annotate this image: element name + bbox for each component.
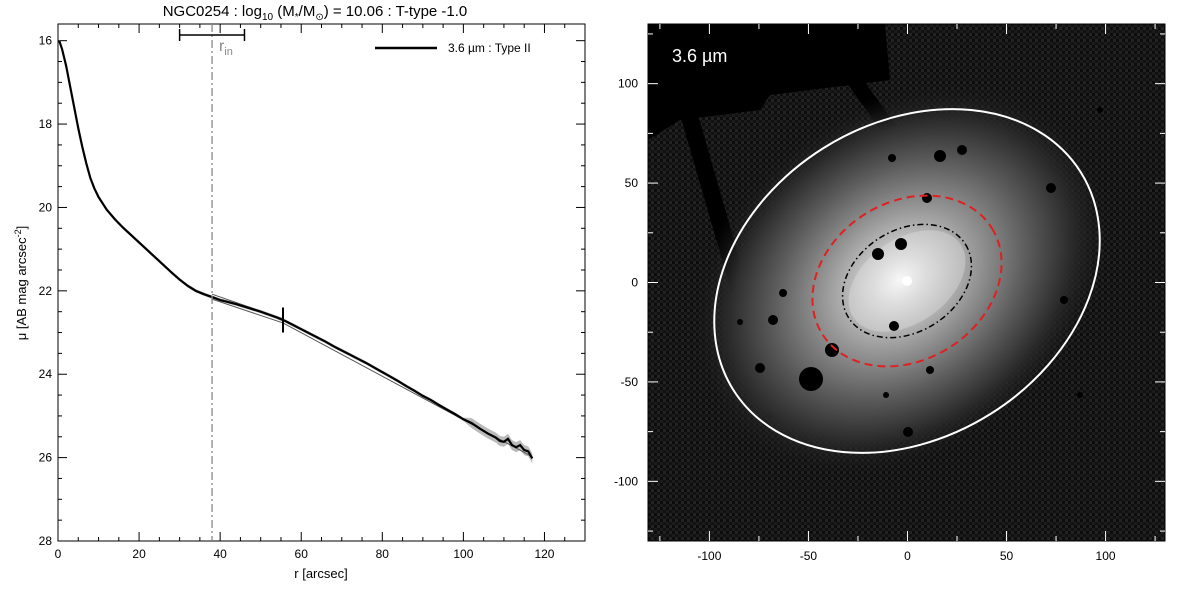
image-x-axis: -100 -50 0 50 100 xyxy=(659,24,1156,563)
chart-title: NGC0254 : log10 (M*/M⊙) = 10.06 : T-type… xyxy=(163,3,468,23)
title-tail: ) = 10.06 : T-type -1.0 xyxy=(324,3,468,20)
title-name: NGC0254 : log xyxy=(163,3,262,20)
image-x-tick-label: -50 xyxy=(800,549,818,563)
star-mask xyxy=(825,343,839,357)
uncertainty-band xyxy=(59,39,533,464)
image-x-tick-label: 0 xyxy=(904,549,911,563)
star-mask xyxy=(737,319,743,325)
image-y-tick-label: 50 xyxy=(625,176,639,190)
star-mask xyxy=(1077,392,1083,398)
profile-chart: NGC0254 : log10 (M*/M⊙) = 10.06 : T-type… xyxy=(13,3,586,581)
band-label: 3.6 µm xyxy=(672,46,727,66)
star-mask xyxy=(768,315,778,325)
star-mask xyxy=(1097,107,1103,113)
y-tick-label: 24 xyxy=(39,367,53,381)
title-sub10: 10 xyxy=(262,12,274,23)
image-y-tick-label: -100 xyxy=(614,474,638,488)
title-mid: (M xyxy=(273,3,295,20)
y-label-main: μ [AB mag arcsec xyxy=(14,237,29,340)
image-y-axis: -100 -50 0 50 100 xyxy=(614,33,1165,532)
break-ellipse xyxy=(811,194,1003,368)
profile-line xyxy=(58,40,534,459)
image-x-tick-label: -100 xyxy=(697,549,721,563)
star-mask xyxy=(799,367,823,391)
legend: 3.6 µm : Type II xyxy=(375,41,531,55)
y-tick-label: 22 xyxy=(39,284,53,298)
x-tick-label: 20 xyxy=(132,547,146,561)
y-label-sup: -2 xyxy=(13,229,23,237)
profile-marks: rin xyxy=(58,24,534,541)
x-tick-label: 40 xyxy=(213,547,227,561)
star-mask xyxy=(883,392,889,398)
x-tick-label: 60 xyxy=(295,547,309,561)
title-star: * xyxy=(295,12,299,23)
star-mask xyxy=(926,366,934,374)
image-y-tick-label: 100 xyxy=(618,77,638,91)
star-mask xyxy=(889,321,899,331)
title-sun: ⊙ xyxy=(315,12,323,23)
star-mask xyxy=(888,154,896,162)
star-mask xyxy=(872,248,884,260)
x-tick-label: 120 xyxy=(534,547,554,561)
star-mask xyxy=(895,238,907,250)
y-tick-label: 26 xyxy=(39,451,53,465)
y-label-end: ] xyxy=(14,226,29,230)
plot-frame xyxy=(57,23,586,542)
y-tick-label: 20 xyxy=(39,200,53,214)
galaxy-nucleus xyxy=(902,276,912,286)
star-mask xyxy=(1046,183,1056,193)
image-y-tick-label: 0 xyxy=(631,276,638,290)
y-axis: 16 18 20 22 24 26 28 xyxy=(39,34,585,548)
galaxy-image: 3.6 µm xyxy=(648,24,1165,541)
rin-label: rin xyxy=(219,38,233,58)
inner-ellipse xyxy=(841,223,973,339)
star-mask xyxy=(779,289,787,297)
star-mask xyxy=(903,427,913,437)
outer-ellipse xyxy=(713,108,1101,454)
masked-region xyxy=(648,24,890,140)
legend-label: 3.6 µm : Type II xyxy=(448,41,531,55)
title-slash: /M xyxy=(299,3,316,20)
y-axis-label: μ [AB mag arcsec-2] xyxy=(13,226,29,341)
y-tick-label: 18 xyxy=(39,117,53,131)
star-mask xyxy=(934,150,946,162)
x-axis: 0 20 40 60 80 100 120 xyxy=(55,24,586,561)
x-tick-label: 100 xyxy=(453,547,473,561)
x-axis-label: r [arcsec] xyxy=(294,566,347,581)
star-mask xyxy=(1060,296,1068,304)
star-mask xyxy=(755,363,765,373)
image-x-tick-label: 100 xyxy=(1096,549,1116,563)
x-tick-label: 0 xyxy=(55,547,62,561)
image-y-tick-label: -50 xyxy=(621,375,639,389)
y-tick-label: 16 xyxy=(39,34,53,48)
galaxy-glow xyxy=(689,82,1111,478)
x-tick-label: 80 xyxy=(376,547,390,561)
image-panel: 3.6 µm -100 -50 0 50 100 -100 -50 0 50 100 xyxy=(614,23,1166,563)
y-tick-label: 28 xyxy=(39,534,53,548)
star-mask xyxy=(922,193,932,203)
image-x-tick-label: 50 xyxy=(1000,549,1014,563)
star-mask xyxy=(957,145,967,155)
